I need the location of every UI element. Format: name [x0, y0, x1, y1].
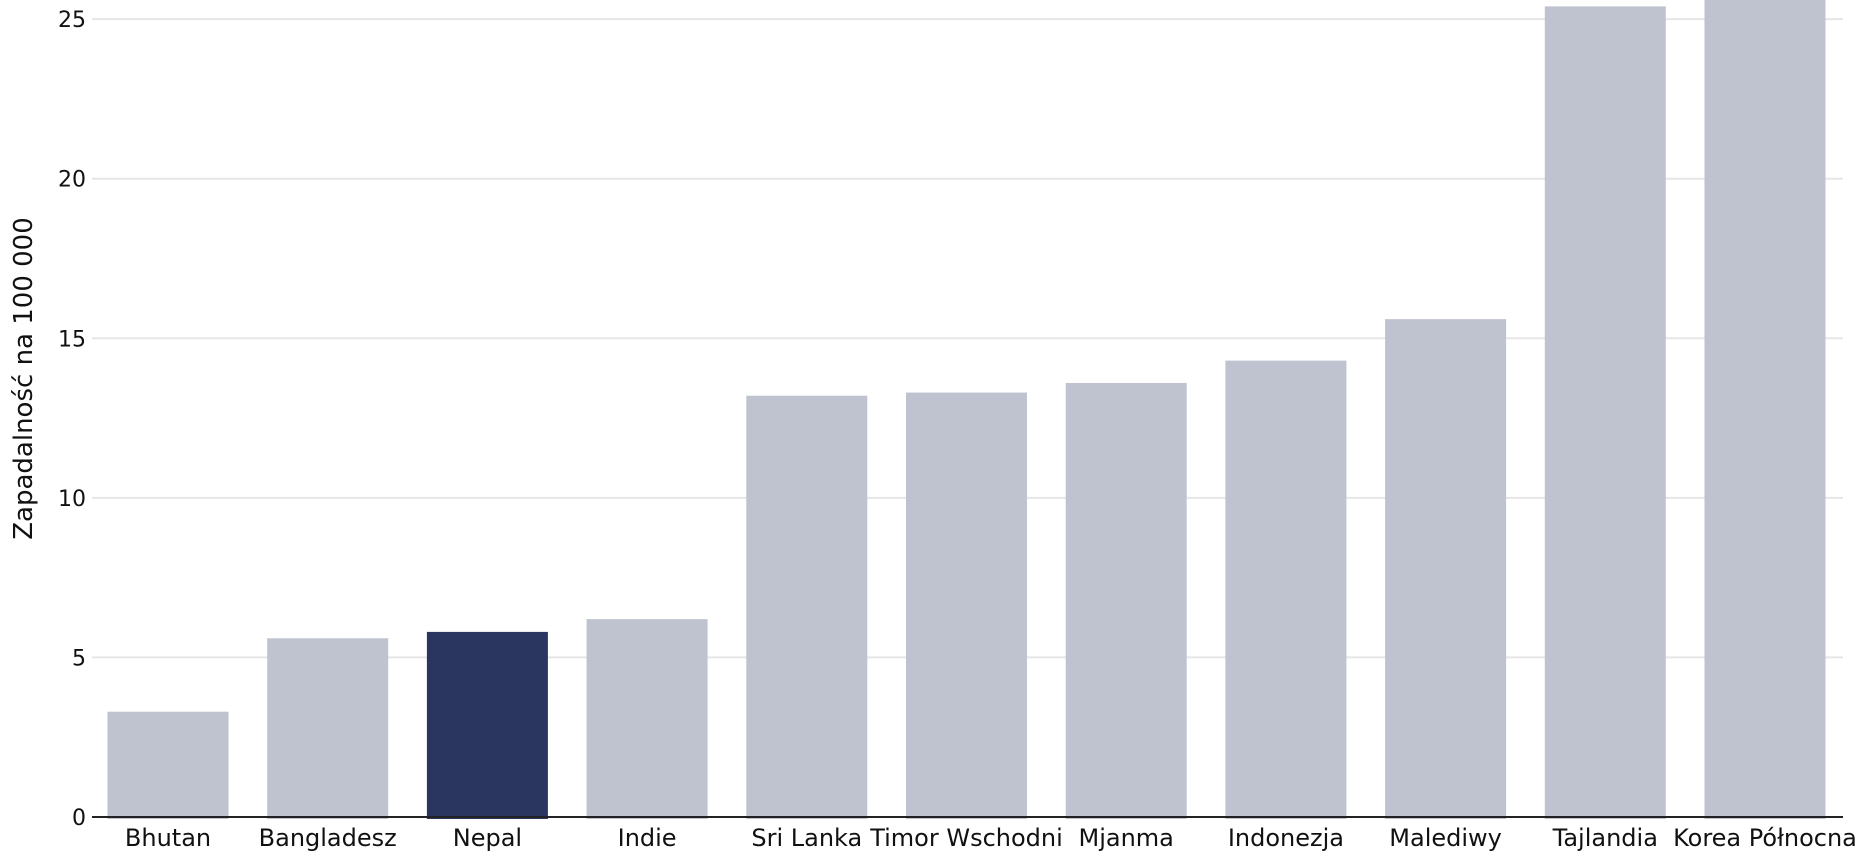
x-tick-label: Indonezja	[1228, 824, 1344, 852]
bar-malediwy	[1385, 319, 1507, 819]
x-tick-label: Timor Wschodni	[869, 824, 1063, 852]
bar-bhutan	[107, 711, 229, 819]
axes: 0 5 10 15 20 25 Bhutan Bangladesz Nepal Indie Sri …	[58, 8, 1857, 852]
bar-indie	[586, 619, 708, 819]
bar-sri-lanka	[746, 395, 868, 819]
x-tick-label: Tajlandia	[1552, 824, 1658, 852]
y-tick-label: 5	[72, 646, 86, 671]
y-axis-title: Zapadalność na 100 000	[9, 217, 39, 540]
y-tick-label: 20	[58, 168, 86, 193]
bar-indonezja	[1225, 360, 1347, 819]
bar-korea-północna	[1704, 0, 1826, 819]
bar-bangladesz	[267, 638, 389, 819]
y-tick-label: 25	[58, 8, 86, 33]
x-tick-label: Bangladesz	[259, 824, 397, 852]
bars	[107, 0, 1826, 819]
bar-tajlandia	[1544, 6, 1666, 819]
y-tick-label: 10	[58, 487, 86, 512]
x-tick-label: Nepal	[453, 824, 522, 852]
bar-mjanma	[1065, 382, 1187, 819]
bar-timor-wschodni	[906, 392, 1027, 819]
x-tick-label: Sri Lanka	[751, 824, 862, 852]
x-tick-label: Bhutan	[125, 824, 211, 852]
x-tick-label: Malediwy	[1389, 824, 1502, 852]
x-tick-label: Indie	[618, 824, 677, 852]
y-tick-label: 0	[72, 806, 86, 831]
x-tick-label: Mjanma	[1079, 824, 1174, 852]
x-tick-label: Korea Północna	[1673, 824, 1857, 852]
bar-nepal	[426, 631, 548, 819]
y-tick-label: 15	[58, 327, 86, 352]
